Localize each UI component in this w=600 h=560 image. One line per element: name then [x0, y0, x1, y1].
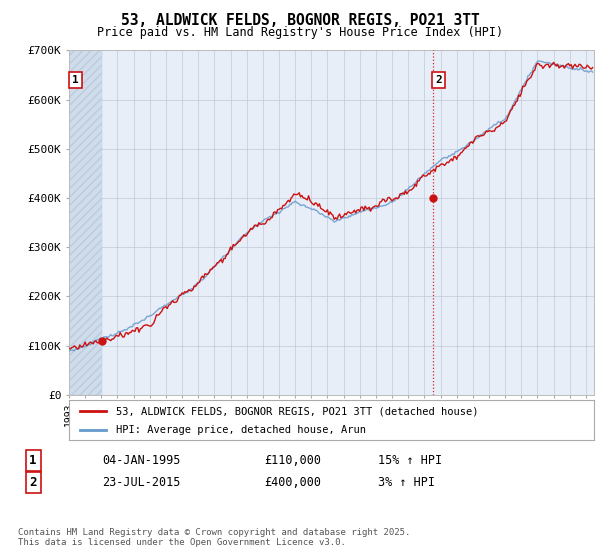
Text: 23-JUL-2015: 23-JUL-2015 — [102, 476, 181, 489]
Bar — [69, 50, 102, 395]
Text: 2: 2 — [435, 75, 442, 85]
Text: 53, ALDWICK FELDS, BOGNOR REGIS, PO21 3TT (detached house): 53, ALDWICK FELDS, BOGNOR REGIS, PO21 3T… — [116, 407, 479, 417]
Text: Contains HM Land Registry data © Crown copyright and database right 2025.
This d: Contains HM Land Registry data © Crown c… — [18, 528, 410, 547]
Text: 1: 1 — [72, 75, 79, 85]
Text: Price paid vs. HM Land Registry's House Price Index (HPI): Price paid vs. HM Land Registry's House … — [97, 26, 503, 39]
Text: 2: 2 — [29, 476, 37, 489]
Text: 1: 1 — [29, 454, 37, 467]
Text: 15% ↑ HPI: 15% ↑ HPI — [378, 454, 442, 467]
Text: £400,000: £400,000 — [264, 476, 321, 489]
Text: 53, ALDWICK FELDS, BOGNOR REGIS, PO21 3TT: 53, ALDWICK FELDS, BOGNOR REGIS, PO21 3T… — [121, 13, 479, 29]
Text: HPI: Average price, detached house, Arun: HPI: Average price, detached house, Arun — [116, 425, 366, 435]
Text: 3% ↑ HPI: 3% ↑ HPI — [378, 476, 435, 489]
Text: 04-JAN-1995: 04-JAN-1995 — [102, 454, 181, 467]
Text: £110,000: £110,000 — [264, 454, 321, 467]
